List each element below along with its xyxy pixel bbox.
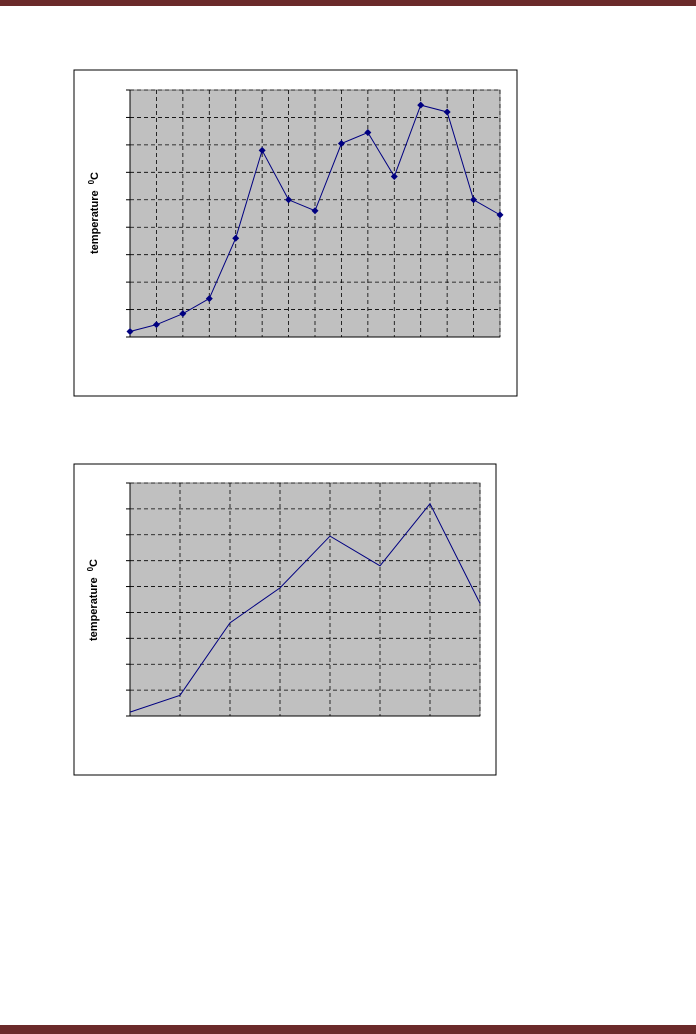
top-bar [0, 0, 696, 6]
data-point [205, 295, 213, 303]
chart: temperature 0C [73, 463, 497, 776]
data-point [258, 146, 266, 154]
data-point [496, 211, 504, 219]
y-axis-label: temperature 0C [86, 559, 100, 641]
y-axis-label-sup: 0 [86, 566, 95, 571]
y-axis-label-unit: C [88, 559, 100, 567]
data-point [470, 196, 478, 204]
data-point [285, 196, 293, 204]
data-point [179, 310, 187, 318]
data-point [152, 321, 160, 329]
data-point [311, 207, 319, 215]
data-point [364, 129, 372, 137]
y-axis-label-text: temperature [88, 577, 100, 641]
y-axis-label-sup: 0 [87, 179, 96, 184]
y-axis-label: temperature 0C [87, 172, 101, 254]
y-axis-label-text: temperature [89, 190, 101, 254]
data-point [232, 234, 240, 242]
data-point [337, 140, 345, 148]
data-point [126, 328, 134, 336]
series-line [129, 502, 481, 713]
plot-area [129, 482, 481, 717]
y-axis-label-unit: C [89, 172, 101, 180]
data-point [390, 172, 398, 180]
data-point [417, 101, 425, 109]
chart: temperature 0C [73, 69, 518, 397]
data-point [443, 108, 451, 116]
bottom-bar [0, 1025, 696, 1034]
